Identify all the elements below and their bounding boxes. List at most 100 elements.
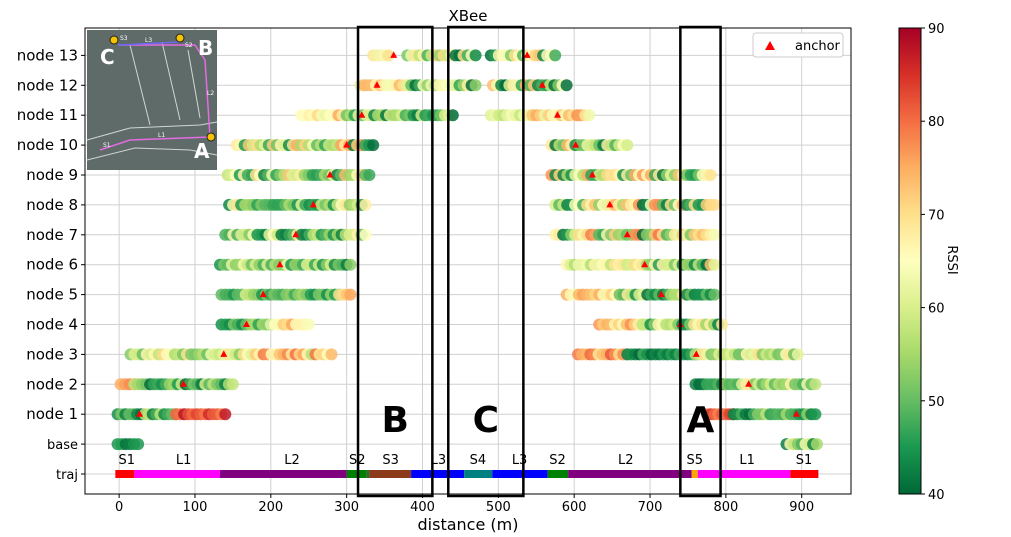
chart-title: XBee (448, 7, 487, 25)
inset-label-a: A (194, 139, 210, 163)
trajectory-segment (492, 470, 548, 478)
y-tick-label: node 13 (17, 46, 78, 64)
anchor-marker (538, 81, 546, 88)
rssi-point (226, 378, 239, 391)
colorbar-tick-label: 70 (928, 208, 945, 223)
trajectory-segment-label: S3 (382, 453, 399, 468)
anchor-marker (259, 290, 267, 298)
legend: anchor (752, 32, 844, 58)
colorbar: 40 50 60 70 80 90 RSSI (898, 22, 959, 503)
trajectory-segment-label: L3 (512, 453, 528, 468)
trajectory-segment (115, 470, 135, 478)
anchor-marker (343, 141, 351, 148)
highlight-box (356, 25, 434, 498)
anchor-marker (276, 260, 284, 268)
x-tick-label: 200 (258, 500, 283, 515)
y-tick-label: node 11 (17, 106, 78, 124)
x-tick-label: 500 (486, 500, 511, 515)
trajectory-segment (346, 470, 367, 478)
y-axis: traj base node 1 node 2 node 3 node 4 node 5 no… (17, 46, 85, 483)
legend-anchor-marker (765, 41, 775, 50)
rssi-point (708, 258, 721, 271)
anchor-marker (692, 350, 700, 357)
trajectory-segment-label: S4 (470, 453, 487, 468)
anchor-marker (373, 81, 381, 88)
trajectory-segment-label: S5 (687, 453, 704, 468)
legend-label: anchor (795, 39, 841, 54)
inset-path-label-s2: S2 (185, 42, 193, 49)
rssi-point (359, 198, 372, 211)
highlight-box (447, 25, 525, 498)
rssi-point (791, 348, 804, 361)
colorbar-gradient (898, 27, 922, 495)
y-tick-label: node 10 (17, 136, 78, 154)
highlight-box-label: C (473, 400, 499, 441)
rssi-point (132, 438, 145, 451)
anchor-marker (792, 410, 800, 417)
anchor-c-marker (109, 35, 119, 45)
rssi-point (560, 79, 573, 92)
rssi-point (219, 408, 232, 421)
x-tick-label: 300 (334, 500, 359, 515)
rssi-point (809, 408, 822, 421)
anchor-marker (606, 200, 614, 208)
plot-frame (84, 27, 852, 495)
anchor-marker (309, 200, 317, 208)
trajectory-segment (790, 470, 819, 478)
road-line (86, 147, 218, 161)
trajectory-segment-label: L1 (739, 453, 755, 468)
trajectory-segment (691, 470, 698, 478)
anchor-marker (572, 141, 580, 148)
anchor-marker (358, 111, 366, 118)
inset-path-label-l3: L3 (145, 37, 152, 44)
trajectory-segment-label: L3 (431, 453, 447, 468)
inset-map: C B A S1 L1 L2 S2 L3 S3 (86, 30, 218, 170)
trajectory-segment (366, 470, 370, 478)
rssi-point (708, 288, 721, 301)
rssi-point (549, 49, 562, 62)
anchor-marker (523, 51, 531, 58)
x-axis: 0 100 200 300 400 500 600 700 800 900 (115, 494, 814, 515)
rssi-point (302, 318, 315, 331)
y-tick-label: node 4 (26, 316, 78, 334)
highlight-box-label: A (687, 400, 715, 441)
anchor-marker (180, 380, 188, 387)
y-tick-label: node 12 (17, 76, 78, 94)
inset-path-label-l1: L1 (158, 132, 165, 139)
trajectory-segment-label: L2 (284, 453, 300, 468)
rssi-point (708, 228, 721, 241)
trajectory-segment (134, 470, 220, 478)
anchor-marker (657, 290, 665, 298)
y-tick-label: node 9 (26, 166, 78, 184)
x-tick-label: 600 (562, 500, 587, 515)
y-tick-label: node 7 (26, 226, 78, 244)
colorbar-tick-label: 60 (928, 302, 945, 317)
inset-label-c: C (100, 45, 115, 69)
trajectory-segment-label: L1 (176, 453, 192, 468)
y-tick-label: traj (56, 468, 78, 483)
x-tick-label: 100 (183, 500, 208, 515)
colorbar-tick-label: 80 (928, 115, 945, 130)
anchor-marker (243, 320, 251, 327)
parking-lines (129, 41, 201, 126)
x-tick-label: 700 (638, 500, 663, 515)
rssi-point (809, 378, 822, 391)
trajectory-path-l3 (117, 41, 181, 46)
rssi-point (716, 318, 729, 331)
rssi-point (363, 169, 376, 181)
trajectory-segment (411, 470, 465, 478)
trajectory-segment (464, 470, 493, 478)
y-tick-label: node 6 (26, 256, 78, 274)
anchor-b-marker (175, 33, 185, 43)
colorbar-ticks: 40 50 60 70 80 90 (921, 22, 945, 503)
rssi-point (621, 139, 634, 152)
anchor-marker (220, 350, 228, 357)
colorbar-label: RSSI (944, 245, 959, 274)
rssi-point (469, 49, 482, 62)
y-tick-label: node 2 (26, 375, 78, 393)
colorbar-tick-label: 50 (928, 395, 945, 410)
inset-path-label-s3: S3 (120, 35, 128, 42)
trajectory-bar: S1 L1 L2 S2 S3 L3 S4 L3 S2 L2 S5 L1 S1 (115, 453, 819, 478)
anchor-marker (326, 171, 334, 178)
inset-path-label-l2: L2 (207, 90, 214, 97)
